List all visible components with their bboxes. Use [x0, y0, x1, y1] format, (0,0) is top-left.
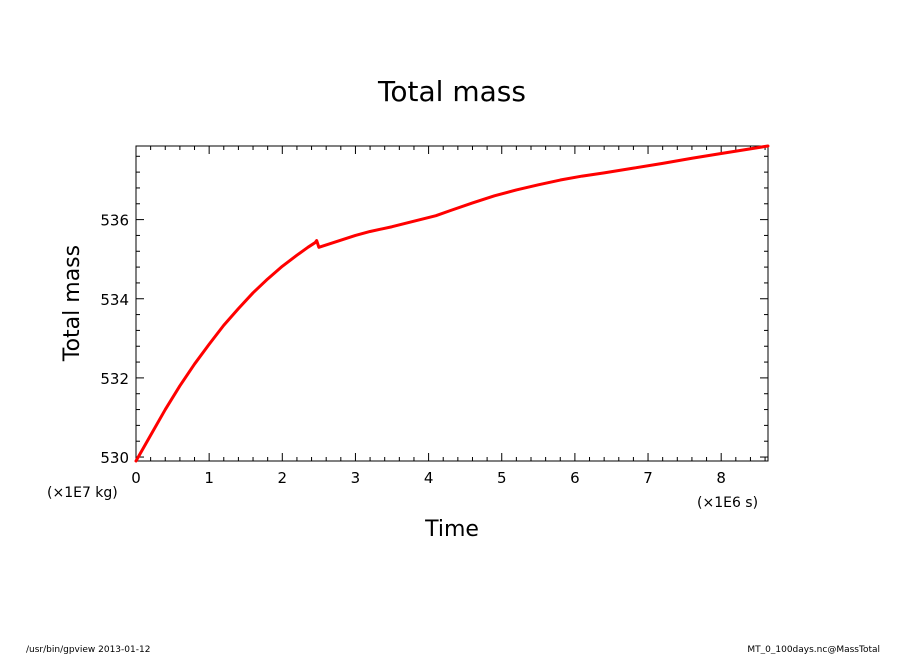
- plot-frame: [135, 145, 769, 462]
- x-unit-label: (×1E6 s): [697, 495, 758, 511]
- x-axis-ticks: [135, 146, 766, 461]
- x-tick-label: 3: [351, 469, 361, 487]
- y-tick-label: 534: [100, 291, 129, 309]
- y-tick-label: 530: [100, 449, 129, 467]
- y-axis-title: Total mass: [60, 245, 85, 362]
- x-tick-label: 8: [716, 469, 726, 487]
- x-tick-label: 1: [204, 469, 214, 487]
- x-tick-label: 7: [643, 469, 653, 487]
- y-axis-tick-labels: 530 532 534 536: [100, 212, 129, 467]
- x-axis-tick-labels: 0 1 2 3 4 5 6 7 8: [131, 469, 726, 487]
- x-tick-label: 6: [570, 469, 580, 487]
- chart-title: Total mass: [377, 75, 526, 108]
- x-tick-label: 5: [497, 469, 507, 487]
- y-tick-label: 532: [100, 370, 129, 388]
- series-line: [134, 144, 770, 463]
- y-tick-label: 536: [100, 212, 129, 230]
- x-tick-label: 2: [278, 469, 288, 487]
- y-unit-label: (×1E7 kg): [47, 485, 118, 501]
- footer-right: MT_0_100days.nc@MassTotal: [747, 645, 880, 654]
- x-tick-label: 0: [131, 469, 141, 487]
- x-tick-label: 4: [424, 469, 434, 487]
- y-axis-ticks: [136, 155, 768, 458]
- x-axis-title: Time: [424, 517, 479, 542]
- footer-left: /usr/bin/gpview 2013-01-12: [26, 645, 150, 654]
